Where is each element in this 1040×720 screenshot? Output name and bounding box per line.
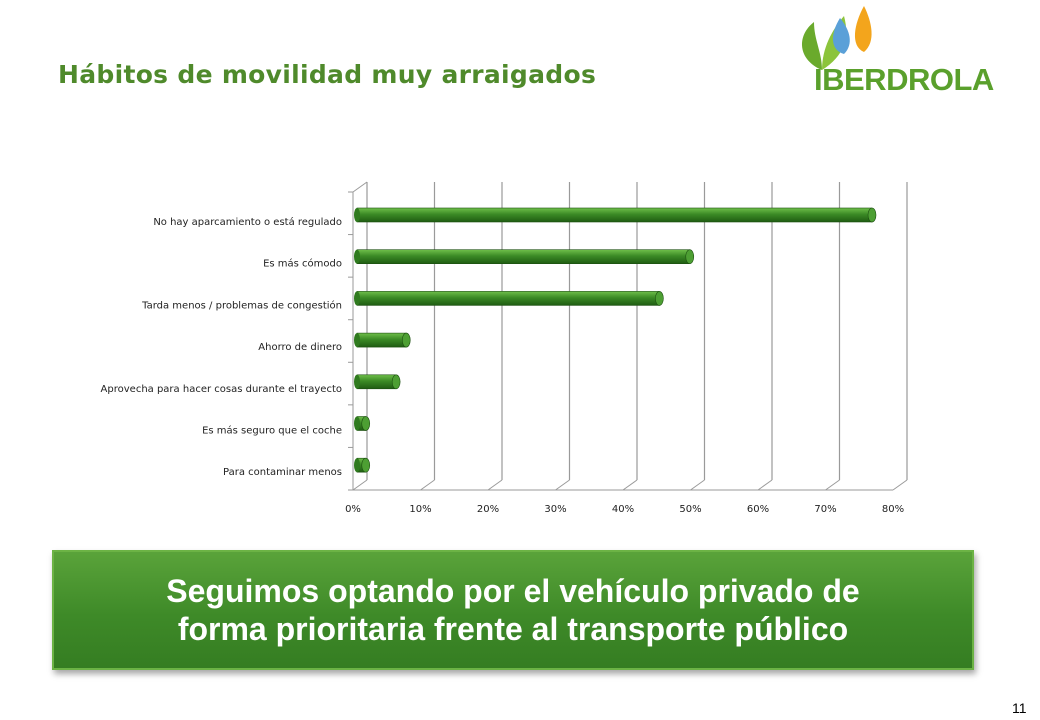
x-tick-label: 70% bbox=[814, 504, 836, 515]
bar bbox=[354, 249, 695, 265]
chart-x-tick-labels: 0% 10% 20% 30% 40% 50% 60% 70% 80% bbox=[345, 504, 904, 515]
x-tick-label: 80% bbox=[882, 504, 904, 515]
category-label: No hay aparcamiento o está regulado bbox=[153, 216, 342, 228]
bar bbox=[354, 457, 371, 473]
iberdrola-logo: IBERDROLA bbox=[792, 4, 994, 97]
category-label: Aprovecha para hacer cosas durante el tr… bbox=[101, 384, 342, 395]
bar bbox=[354, 207, 877, 223]
gridline-floor bbox=[690, 479, 705, 491]
category-label: Ahorro de dinero bbox=[258, 342, 342, 353]
logo-wordmark: IBERDROLA bbox=[814, 62, 994, 97]
x-tick-label: 50% bbox=[679, 504, 701, 515]
category-label: Es más seguro que el coche bbox=[202, 425, 342, 437]
gridline-floor bbox=[352, 479, 368, 491]
conclusion-banner: Seguimos optando por el vehículo privado… bbox=[52, 550, 974, 670]
chart-grid bbox=[348, 181, 908, 491]
chart-bars bbox=[354, 207, 877, 473]
x-tick-label: 30% bbox=[544, 504, 566, 515]
gridline-floor bbox=[622, 479, 638, 491]
category-label: Tarda menos / problemas de congestión bbox=[141, 299, 342, 311]
y-axis-top bbox=[352, 181, 368, 193]
bar bbox=[354, 332, 411, 348]
x-tick-label: 20% bbox=[477, 504, 499, 515]
gridline-floor bbox=[555, 479, 570, 491]
bar-chart: No hay aparcamiento o está regulado Es má… bbox=[101, 181, 908, 515]
x-tick-label: 10% bbox=[409, 504, 431, 515]
category-label: Para contaminar menos bbox=[223, 467, 342, 478]
logo-drops-icon bbox=[802, 6, 872, 70]
bar bbox=[354, 374, 401, 390]
page-number: 11 bbox=[1012, 700, 1027, 716]
x-tick-label: 40% bbox=[612, 504, 634, 515]
gridline-floor bbox=[825, 479, 840, 491]
bar bbox=[354, 291, 664, 306]
x-tick-label: 60% bbox=[747, 504, 769, 515]
gridline-floor bbox=[892, 479, 908, 491]
banner-text: Seguimos optando por el vehículo privado… bbox=[166, 573, 860, 647]
x-tick-label: 0% bbox=[345, 504, 361, 515]
gridline-floor bbox=[487, 479, 503, 491]
bar bbox=[354, 416, 371, 431]
slide-title: Hábitos de movilidad muy arraigados bbox=[58, 60, 597, 89]
gridline-floor bbox=[757, 479, 773, 491]
chart-category-labels: No hay aparcamiento o está regulado Es má… bbox=[101, 216, 342, 478]
gridline-floor bbox=[420, 479, 435, 491]
category-label: Es más cómodo bbox=[263, 258, 342, 270]
